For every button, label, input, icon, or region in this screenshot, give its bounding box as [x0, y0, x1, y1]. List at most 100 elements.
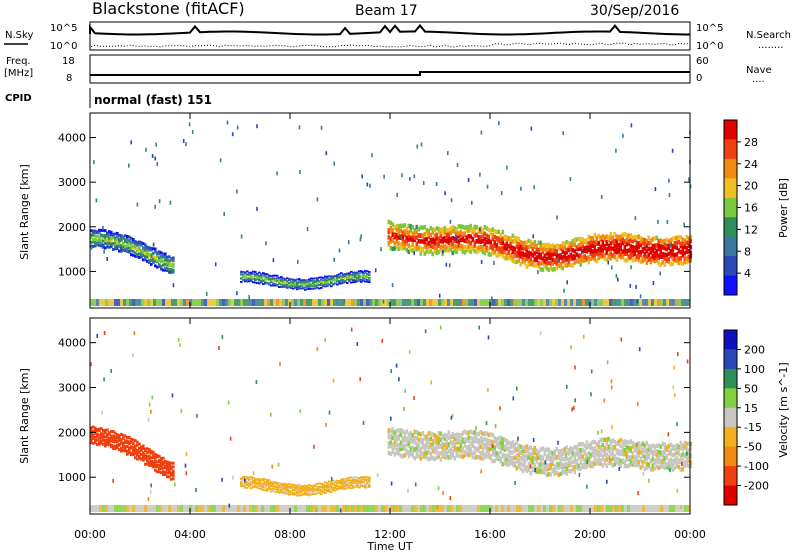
echo-cell [475, 225, 479, 230]
echo-cell [575, 252, 579, 257]
echo-cell [519, 461, 523, 466]
velocity-colorbar [724, 330, 737, 506]
echo-cell [186, 505, 190, 512]
echo-cell [631, 454, 635, 460]
echo-cell [618, 467, 621, 471]
echo-cell [240, 271, 243, 274]
echo-cell [104, 246, 107, 250]
echo-cell [499, 248, 503, 254]
echo-cell [112, 444, 115, 448]
echo-cell [270, 483, 273, 486]
echo-cell [304, 484, 307, 487]
echo-cell [244, 478, 246, 483]
echo-cell [605, 234, 609, 239]
echo-cell [299, 170, 301, 174]
echo-cell [649, 259, 653, 265]
echo-cell [146, 459, 149, 463]
echo-cell [340, 486, 343, 488]
echo-cell [389, 245, 393, 251]
echo-cell [306, 490, 309, 492]
echo-cell [320, 281, 323, 283]
echo-cell [407, 489, 409, 493]
echo-cell [120, 432, 123, 436]
echo-cell [438, 293, 441, 298]
echo-cell [505, 246, 509, 251]
echo-cell [294, 285, 297, 288]
echo-cell [653, 449, 657, 455]
echo-cell [290, 278, 293, 281]
echo-cell [417, 448, 421, 453]
echo-cell [352, 279, 355, 282]
echo-cell [479, 455, 483, 461]
echo-cell [411, 445, 415, 451]
echo-cell [603, 243, 607, 249]
echo-cell [495, 440, 499, 445]
echo-cell [625, 439, 629, 445]
echo-cell [393, 234, 397, 240]
echo-cell [579, 442, 583, 447]
echo-cell [258, 485, 261, 488]
echo-cell [487, 238, 491, 243]
echo-cell [93, 160, 95, 165]
echo-cell [264, 489, 267, 492]
echo-cell [451, 432, 455, 437]
echo-cell [366, 480, 369, 483]
echo-cell [531, 299, 535, 306]
echo-cell [258, 480, 261, 482]
echo-cell [635, 462, 639, 468]
echo-cell [258, 478, 261, 480]
echo-cell [274, 284, 277, 287]
echo-cell [637, 250, 641, 255]
echo-cell [312, 277, 315, 280]
echo-cell [286, 492, 289, 495]
echo-cell [118, 239, 121, 243]
echo-cell [280, 488, 283, 491]
echo-cell [573, 260, 577, 265]
echo-cell [539, 267, 543, 272]
echo-cell [240, 477, 243, 480]
echo-cell [639, 505, 643, 512]
echo-cell [98, 231, 101, 235]
echo-cell [534, 299, 538, 306]
echo-cell [266, 482, 269, 485]
power-y-axis-label: Slant Range [km] [18, 164, 31, 260]
echo-cell [657, 238, 661, 244]
echo-cell [285, 299, 289, 306]
echo-cell [581, 462, 585, 468]
echo-cell [411, 248, 415, 253]
echo-cell [142, 246, 145, 250]
echo-cell [401, 435, 405, 441]
echo-cell [244, 280, 247, 283]
echo-cell [425, 455, 429, 460]
echo-cell [427, 456, 431, 462]
echo-region [387, 219, 693, 273]
echo-cell [411, 242, 415, 247]
echo-cell [276, 483, 279, 486]
echo-cell [615, 234, 619, 239]
echo-cell [286, 483, 289, 486]
echo-cell [383, 174, 385, 179]
echo-cell [262, 488, 265, 491]
echo-cell [260, 482, 263, 485]
echo-cell [573, 254, 577, 259]
echo-cell [268, 481, 271, 484]
echo-cell [425, 244, 429, 250]
echo-cell [685, 249, 689, 254]
echo-cell [276, 505, 280, 512]
echo-cell [471, 245, 475, 250]
echo-cell [615, 460, 619, 465]
echo-cell [443, 452, 447, 457]
echo-cell [100, 238, 103, 242]
echo-cell [106, 441, 109, 445]
echo-cell [555, 461, 559, 466]
echo-cell [310, 284, 313, 287]
echo-cell [505, 441, 509, 446]
echo-cell [314, 284, 317, 287]
echo-cell [328, 488, 331, 491]
echo-cell [409, 228, 413, 233]
echo-cell [272, 284, 275, 287]
echo-cell [485, 248, 489, 253]
echo-cell [390, 481, 393, 486]
colorbar-tick-label: 12 [744, 223, 758, 236]
echo-cell [497, 441, 501, 446]
